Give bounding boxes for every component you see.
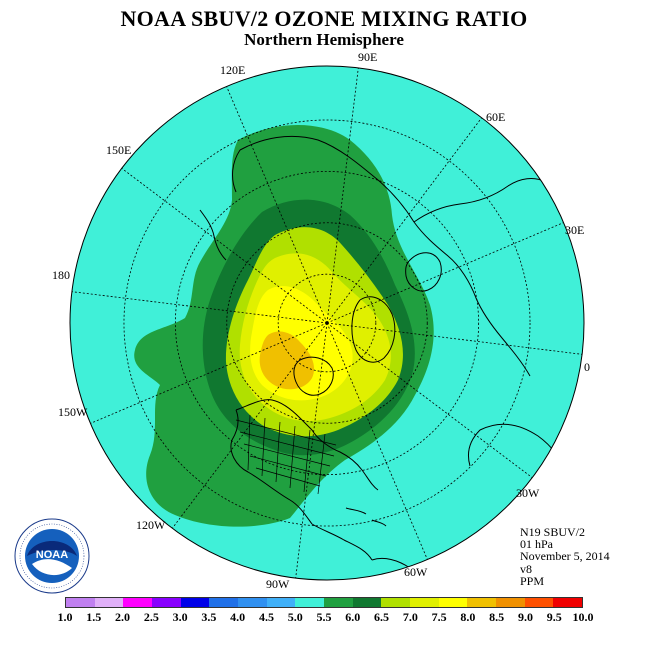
- info-instrument: N19 SBUV/2: [520, 525, 586, 539]
- legend-swatch: [123, 598, 153, 607]
- lon-label-120w: 120W: [136, 518, 166, 532]
- coast-caribbean: [345, 507, 387, 527]
- legend-swatch: [66, 598, 95, 607]
- legend-swatch: [467, 598, 497, 607]
- coast-eurasia: [232, 135, 547, 377]
- legend-tick-label: 1.5: [86, 610, 102, 624]
- legend-tick-label: 3.0: [172, 610, 188, 624]
- legend-tick-label: 8.5: [489, 610, 505, 624]
- latitude-circle: [226, 222, 428, 424]
- band-7-5-8-0: [259, 331, 315, 390]
- lon-label-0: 0: [584, 360, 590, 374]
- legend-swatch: [152, 598, 181, 607]
- lon-label-150e: 150E: [106, 143, 132, 157]
- lon-label-30w: 30W: [516, 486, 540, 500]
- legend-swatch: [352, 598, 382, 607]
- info-date: November 5, 2014: [520, 549, 610, 564]
- meridian-line: [326, 322, 428, 560]
- legend-tick-label: 4.0: [230, 610, 246, 624]
- info-version: v8: [520, 561, 532, 576]
- latitude-circle: [277, 273, 377, 373]
- legend-tick-label: 7.5: [431, 610, 447, 624]
- legend-swatch: [324, 598, 353, 607]
- lon-label-60e: 60E: [486, 110, 506, 124]
- legend-swatch: [295, 598, 325, 607]
- meridian-line: [326, 222, 564, 324]
- info-level: 01 hPa: [520, 537, 553, 552]
- noaa-logo: NOAA: [14, 518, 90, 594]
- coast-north-america: [230, 399, 379, 561]
- legend-swatch: [94, 598, 124, 607]
- legend-tick-label: 2.5: [143, 610, 159, 624]
- meridian-line: [90, 322, 328, 424]
- coast-scandinavia: [405, 252, 442, 292]
- meridian-line: [71, 291, 328, 324]
- legend-swatch: [180, 598, 210, 607]
- meridian-line: [226, 86, 328, 324]
- legend-swatch: [410, 598, 439, 607]
- latitude-circle: [174, 170, 480, 476]
- legend-swatch: [524, 598, 554, 607]
- lon-label-180: 180: [52, 268, 70, 282]
- legend-tick-label: 5.5: [316, 610, 332, 624]
- lon-label-120e: 120E: [220, 63, 246, 77]
- legend-swatch: [209, 598, 239, 607]
- meridian-line: [326, 117, 482, 324]
- legend-tick-label: 2.0: [115, 610, 131, 624]
- info-block: N19 SBUV/2 01 hPa November 5, 2014 v8 PP…: [520, 526, 610, 587]
- legend-tick-label: 1.0: [57, 610, 73, 624]
- legend-tick-label: 7.0: [402, 610, 418, 624]
- legend-tick-label: 6.0: [345, 610, 361, 624]
- color-legend: [65, 597, 583, 608]
- svg-text:NOAA: NOAA: [36, 549, 68, 561]
- legend-swatch: [238, 598, 267, 607]
- legend-swatch: [266, 598, 296, 607]
- legend-swatch: [496, 598, 525, 607]
- lon-label-150w: 150W: [58, 405, 88, 419]
- map-title: NOAA SBUV/2 OZONE MIXING RATIO: [120, 6, 528, 31]
- meridian-line: [326, 67, 359, 324]
- legend-tick-label: 3.5: [201, 610, 217, 624]
- meridian-line: [326, 322, 533, 478]
- lon-label-90w: 90W: [266, 577, 290, 591]
- legend-swatch: [381, 598, 411, 607]
- lon-label-90e: 90E: [358, 50, 378, 64]
- latitude-circle: [123, 119, 531, 527]
- legend-tick-label: 10.0: [572, 610, 594, 624]
- legend-tick-label: 9.0: [517, 610, 533, 624]
- lon-label-60w: 60W: [404, 565, 428, 579]
- coast-hudson-bay: [293, 356, 334, 396]
- lon-label-30e: 30E: [565, 223, 585, 237]
- legend-tick-label: 8.0: [460, 610, 476, 624]
- map-subtitle: Northern Hemisphere: [244, 30, 404, 49]
- legend-tick-label: 5.0: [287, 610, 303, 624]
- info-units: PPM: [520, 573, 545, 588]
- legend-tick-label: 9.5: [546, 610, 562, 624]
- coast-greenland: [351, 296, 396, 363]
- ozone-contours: [134, 124, 434, 527]
- us-grid: [235, 414, 337, 495]
- coast-japan: [199, 209, 227, 261]
- legend-tick-label: 6.5: [374, 610, 390, 624]
- legend-swatch: [438, 598, 468, 607]
- meridian-line: [121, 168, 328, 324]
- legend-tick-label: 4.5: [258, 610, 274, 624]
- legend-swatch: [553, 598, 583, 607]
- meridian-line: [326, 322, 583, 355]
